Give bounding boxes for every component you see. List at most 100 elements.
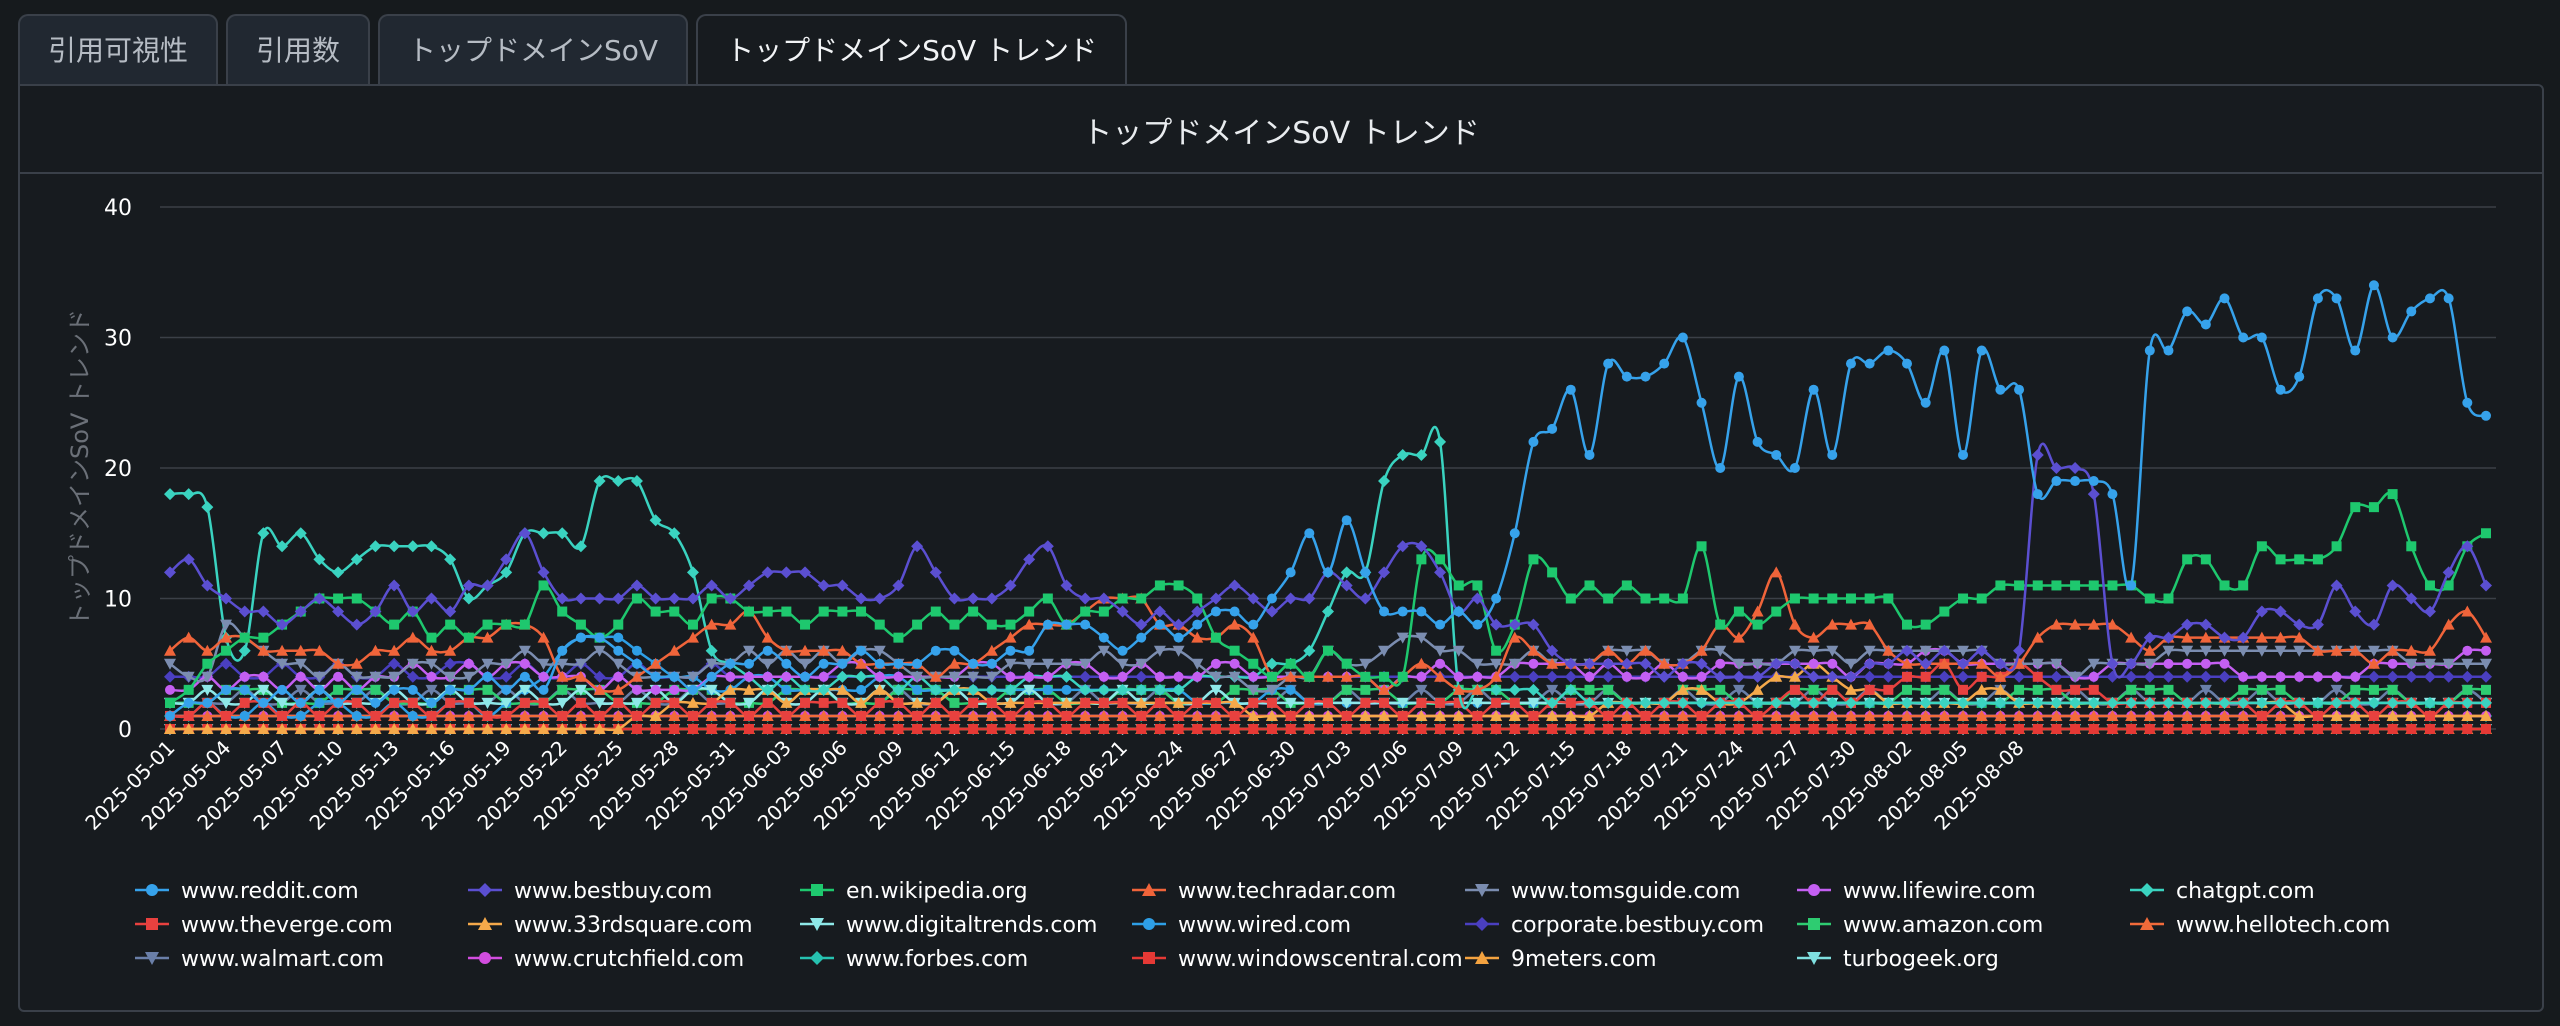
- data-point: [612, 683, 625, 695]
- data-point: [1415, 632, 1428, 644]
- data-point: [1396, 632, 1409, 644]
- data-point: [1602, 657, 1615, 670]
- tab-top-domain-sov-trend[interactable]: トップドメインSoV トレンド: [696, 14, 1128, 88]
- data-point: [761, 683, 774, 696]
- data-point: [1788, 670, 1801, 682]
- data-point: [2275, 554, 2286, 565]
- legend-label: www.amazon.com: [1843, 913, 2043, 938]
- data-point: [686, 566, 699, 579]
- data-point: [2256, 671, 2267, 682]
- data-point: [800, 619, 811, 630]
- data-point: [781, 671, 792, 682]
- y-tick-label: 0: [118, 718, 132, 743]
- data-point: [257, 684, 270, 696]
- data-point: [574, 684, 587, 696]
- data-point: [370, 697, 381, 708]
- data-point: [1527, 670, 1540, 683]
- data-point: [1098, 724, 1109, 734]
- data-point: [2219, 293, 2230, 304]
- data-point: [818, 671, 829, 682]
- data-point: [1864, 358, 1875, 369]
- data-point: [929, 709, 942, 721]
- legend-marker: [1475, 951, 1489, 964]
- data-point: [2050, 696, 2063, 709]
- data-point: [557, 645, 568, 656]
- data-point: [967, 709, 980, 721]
- data-point: [1994, 683, 2007, 695]
- data-point: [2480, 631, 2492, 643]
- data-point: [2405, 709, 2418, 721]
- data-point: [1938, 709, 1951, 721]
- data-point: [1416, 724, 1427, 734]
- data-point: [2368, 710, 2379, 721]
- data-point: [1995, 724, 2006, 734]
- data-point: [1472, 619, 1483, 630]
- data-point: [481, 723, 494, 734]
- data-point: [2125, 709, 2138, 721]
- data-point: [351, 710, 362, 721]
- data-point: [630, 697, 643, 709]
- data-point: [276, 697, 289, 709]
- legend-item: www.amazon.com: [1797, 913, 2043, 938]
- data-point: [725, 658, 736, 669]
- data-point: [593, 723, 606, 734]
- data-point: [2181, 709, 2194, 721]
- data-point: [1079, 683, 1092, 696]
- data-point: [444, 723, 457, 734]
- data-point: [538, 671, 549, 682]
- data-point: [1079, 709, 1092, 721]
- data-point: [706, 697, 717, 708]
- legend-marker: [2140, 883, 2154, 897]
- data-point: [1116, 658, 1129, 670]
- data-point: [2219, 724, 2230, 734]
- data-point: [406, 540, 419, 553]
- data-point: [1957, 709, 1970, 721]
- data-point: [781, 684, 792, 695]
- data-point: [968, 606, 979, 617]
- data-point: [1416, 697, 1427, 708]
- data-point: [2014, 580, 2025, 591]
- data-point: [780, 566, 793, 579]
- data-point: [1173, 632, 1184, 643]
- data-point: [2386, 670, 2399, 683]
- data-point: [1248, 658, 1259, 669]
- data-point: [1378, 475, 1391, 488]
- data-point: [817, 579, 830, 592]
- data-point: [911, 671, 924, 683]
- legend-item: www.theverge.com: [135, 913, 393, 938]
- data-point: [1957, 670, 1970, 683]
- data-point: [557, 606, 568, 617]
- data-point: [183, 710, 194, 721]
- data-point: [2368, 684, 2379, 695]
- data-point: [2031, 658, 2044, 670]
- data-point: [1603, 593, 1614, 604]
- data-point: [2480, 579, 2492, 592]
- data-point: [426, 632, 437, 643]
- data-point: [1676, 657, 1689, 670]
- data-point: [2256, 541, 2267, 552]
- data-point: [1547, 567, 1558, 578]
- data-point: [2294, 671, 2305, 682]
- data-point: [1490, 709, 1503, 721]
- data-point: [1061, 619, 1072, 630]
- data-point: [1136, 724, 1147, 734]
- tab-top-domain-sov[interactable]: トップドメインSoV: [378, 14, 689, 86]
- data-point: [687, 619, 698, 630]
- data-point: [1153, 645, 1166, 657]
- data-point: [1620, 657, 1633, 670]
- data-point: [2199, 631, 2212, 643]
- data-point: [985, 683, 998, 696]
- data-point: [1378, 566, 1391, 579]
- tab-citation-visibility[interactable]: 引用可視性: [18, 14, 219, 86]
- data-point: [1639, 696, 1652, 709]
- data-point: [1528, 436, 1539, 447]
- tab-citation-count[interactable]: 引用数: [226, 14, 371, 86]
- data-point: [2013, 709, 2026, 721]
- data-point: [2423, 605, 2436, 618]
- data-point: [2069, 696, 2082, 709]
- data-point: [556, 527, 569, 540]
- data-point: [1883, 593, 1894, 604]
- panel-title: トップドメインSoV トレンド: [1082, 116, 1480, 151]
- data-point: [1192, 697, 1203, 708]
- data-point: [1097, 645, 1110, 657]
